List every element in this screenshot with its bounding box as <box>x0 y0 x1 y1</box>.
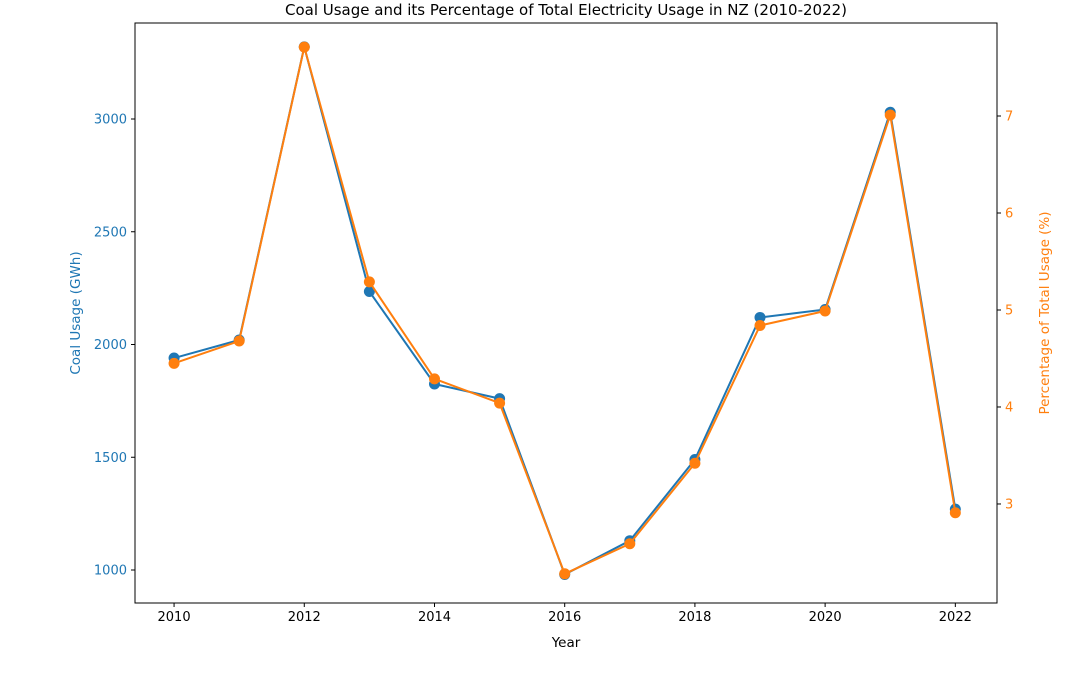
coal-usage-series-line <box>173 45 957 576</box>
percentage-series-marker <box>689 457 701 469</box>
y-right-tick-label: 6 <box>1005 207 1013 222</box>
y-right-tick-label: 4 <box>1005 400 1013 415</box>
percentage-series-marker <box>559 568 571 580</box>
y-axis-right-label: Percentage of Total Usage (%) <box>1037 211 1053 414</box>
percentage-series-marker <box>363 276 375 288</box>
plot-area-border <box>134 22 998 604</box>
y-right-tick-label: 7 <box>1005 110 1013 125</box>
percentage-series-marker <box>949 507 961 519</box>
percentage-series-marker <box>298 41 310 53</box>
y-left-tick-label: 1000 <box>94 564 127 579</box>
x-axis-ticks: 2010 2012 2014 2016 2018 2020 2022 <box>158 603 972 625</box>
x-tick-label: 2020 <box>809 610 842 625</box>
y-right-tick-label: 3 <box>1005 497 1013 512</box>
x-tick-label: 2012 <box>288 610 321 625</box>
coal-usage-series-marker <box>363 286 375 298</box>
percentage-series-marker <box>624 538 636 550</box>
y-right-tick-label: 5 <box>1005 303 1013 318</box>
y-left-tick-label: 3000 <box>94 112 127 127</box>
x-tick-label: 2018 <box>678 610 711 625</box>
percentage-series-marker <box>168 357 180 369</box>
x-tick-label: 2022 <box>939 610 972 625</box>
percentage-series-marker <box>494 397 506 409</box>
percentage-series-marker <box>884 109 896 121</box>
y-left-tick-label: 1500 <box>94 451 127 466</box>
y-axis-right-ticks: 3 4 5 6 7 <box>997 110 1013 512</box>
percentage-series-marker <box>233 335 245 347</box>
x-axis-label: Year <box>551 635 581 651</box>
chart-title: Coal Usage and its Percentage of Total E… <box>285 1 847 19</box>
percentage-series <box>168 41 961 580</box>
percentage-series-marker <box>428 373 440 385</box>
x-tick-label: 2014 <box>418 610 451 625</box>
percentage-series-line <box>173 46 957 575</box>
percentage-series-marker <box>754 320 766 332</box>
coal-usage-series-marker <box>754 311 766 323</box>
y-axis-left-ticks: 1000 1500 2000 2500 3000 <box>94 112 135 579</box>
x-tick-label: 2010 <box>158 610 191 625</box>
x-tick-label: 2016 <box>548 610 581 625</box>
y-axis-left-label: Coal Usage (GWh) <box>68 251 84 374</box>
data-series <box>168 41 961 581</box>
y-left-tick-label: 2000 <box>94 338 127 353</box>
y-left-tick-label: 2500 <box>94 225 127 240</box>
percentage-series-marker <box>819 305 831 317</box>
